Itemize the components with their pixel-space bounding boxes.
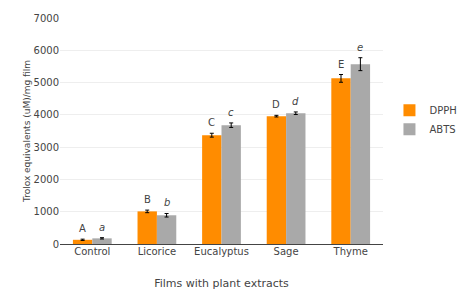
svg-text:e: e bbox=[357, 42, 363, 53]
svg-text:Control: Control bbox=[74, 246, 110, 257]
svg-text:0: 0 bbox=[53, 239, 59, 250]
svg-text:E: E bbox=[338, 59, 344, 70]
svg-text:b: b bbox=[164, 197, 170, 208]
svg-text:3000: 3000 bbox=[34, 142, 59, 153]
svg-text:6000: 6000 bbox=[34, 45, 59, 56]
svg-text:Trolox equivalents (uM)/mg fil: Trolox equivalents (uM)/mg film bbox=[22, 60, 32, 203]
svg-text:A: A bbox=[79, 223, 86, 234]
svg-text:ABTS: ABTS bbox=[429, 124, 455, 135]
svg-text:DPPH: DPPH bbox=[429, 105, 456, 116]
svg-text:Films with plant extracts: Films with plant extracts bbox=[154, 277, 289, 290]
svg-text:2000: 2000 bbox=[34, 174, 59, 185]
svg-text:Sage: Sage bbox=[274, 246, 299, 257]
svg-text:4000: 4000 bbox=[34, 109, 59, 120]
svg-text:a: a bbox=[99, 222, 105, 233]
svg-text:c: c bbox=[228, 107, 234, 118]
svg-text:Licorice: Licorice bbox=[138, 246, 177, 257]
svg-text:d: d bbox=[292, 96, 299, 107]
svg-text:7000: 7000 bbox=[34, 13, 59, 24]
svg-text:1000: 1000 bbox=[34, 206, 59, 217]
svg-text:D: D bbox=[272, 99, 280, 110]
svg-text:Thyme: Thyme bbox=[333, 246, 368, 257]
svg-text:Eucalyptus: Eucalyptus bbox=[194, 246, 249, 257]
svg-text:B: B bbox=[144, 194, 151, 205]
svg-text:C: C bbox=[208, 117, 215, 128]
svg-text:5000: 5000 bbox=[34, 77, 59, 88]
